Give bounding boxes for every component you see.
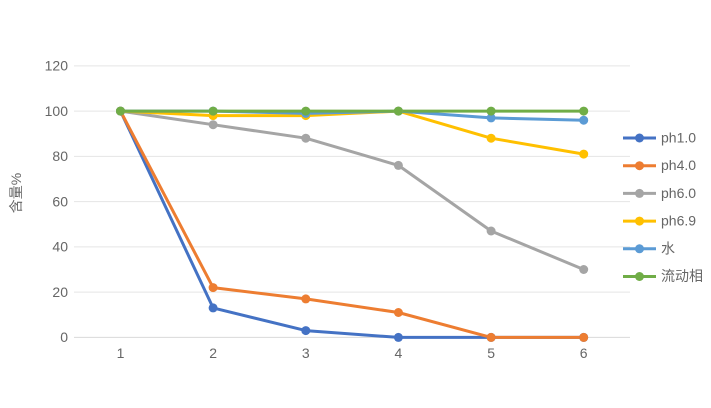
svg-text:60: 60 <box>52 193 68 209</box>
svg-text:20: 20 <box>52 284 68 300</box>
svg-text:80: 80 <box>52 148 68 164</box>
svg-text:2: 2 <box>209 345 217 361</box>
svg-text:120: 120 <box>45 58 69 74</box>
svg-text:ph4.0: ph4.0 <box>661 157 696 173</box>
svg-text:ph6.9: ph6.9 <box>661 213 696 229</box>
svg-text:ph1.0: ph1.0 <box>661 130 696 146</box>
svg-text:0: 0 <box>60 329 68 345</box>
svg-text:流动相: 流动相 <box>661 268 703 284</box>
svg-text:ph6.0: ph6.0 <box>661 185 696 201</box>
svg-text:40: 40 <box>52 239 68 255</box>
svg-text:4: 4 <box>395 345 403 361</box>
svg-text:1: 1 <box>117 345 125 361</box>
svg-text:含量%: 含量% <box>8 173 24 213</box>
svg-text:100: 100 <box>45 103 69 119</box>
svg-text:5: 5 <box>487 345 495 361</box>
svg-text:水: 水 <box>661 240 675 256</box>
svg-text:3: 3 <box>302 345 310 361</box>
svg-text:6: 6 <box>580 345 588 361</box>
